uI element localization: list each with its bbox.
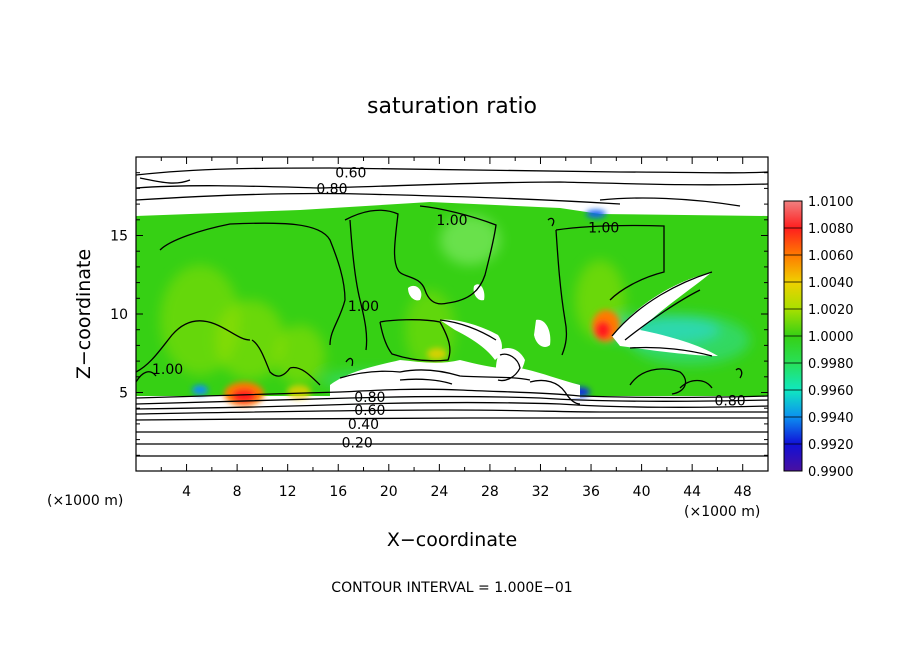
x-tick-label: 16: [329, 484, 347, 500]
contour-label: 1.00: [436, 213, 467, 229]
contour-label: 1.00: [152, 362, 183, 378]
plot-field: [136, 157, 768, 471]
x-axis-label: X−coordinate: [387, 529, 517, 551]
y-tick-label: 5: [119, 386, 128, 402]
contour-label: 0.80: [316, 181, 347, 197]
colorbar-label: 1.0060: [808, 249, 854, 264]
y-tick-label: 15: [110, 229, 128, 245]
y-unit-label: (×1000 m): [47, 493, 123, 509]
x-tick-label: 44: [683, 484, 701, 500]
colorbar: 1.0100 1.0080 1.0060 1.0040 1.0020 1.0000 0.99…: [783, 195, 854, 480]
x-tick-label: 28: [481, 484, 499, 500]
contour-label: 0.40: [348, 417, 379, 433]
contour-label: 0.60: [335, 166, 366, 182]
x-tick-label: 32: [532, 484, 550, 500]
x-tick-label: 48: [734, 484, 752, 500]
colorbar-label: 0.9980: [808, 357, 854, 372]
colorbar-label: 0.9900: [808, 465, 854, 480]
contour-label: 0.60: [354, 403, 385, 419]
x-tick-label: 8: [233, 484, 242, 500]
x-tick-label: 40: [633, 484, 651, 500]
contour-label: 0.20: [342, 436, 373, 452]
contour-interval-note: CONTOUR INTERVAL = 1.000E−01: [331, 580, 572, 596]
subsaturated-intrusions: [330, 272, 718, 398]
colorbar-label: 1.0100: [808, 195, 854, 210]
x-tick-label: 20: [380, 484, 398, 500]
x-tick-label: 12: [279, 484, 297, 500]
contour-label: 0.80: [354, 390, 385, 406]
x-tick-label: 24: [430, 484, 448, 500]
contour-label: 1.00: [348, 299, 379, 315]
colorbar-label: 1.0080: [808, 222, 854, 237]
x-tick-label: 36: [582, 484, 600, 500]
colorbar-label: 1.0020: [808, 303, 854, 318]
colorbar-label: 1.0040: [808, 276, 854, 291]
x-tick-label: 4: [182, 484, 191, 500]
colorbar-label: 0.9940: [808, 411, 854, 426]
chart-title: saturation ratio: [367, 94, 537, 119]
contour-label: 1.00: [588, 221, 619, 237]
colorbar-label: 0.9920: [808, 438, 854, 453]
contour-label: 0.80: [714, 393, 745, 409]
colorbar-label: 1.0000: [808, 330, 854, 345]
y-axis-label: Z−coordinate: [73, 249, 95, 379]
contour-labels: 0.600.801.00 1.001.001.000.800.600.400.20…: [152, 166, 746, 452]
y-axis: 5 10 15: [110, 172, 768, 456]
colorbar-label: 0.9960: [808, 384, 854, 399]
contour-lines: [136, 167, 768, 457]
x-axis: 4 8 12 16 20 24 28 32 36 40 44 48: [160, 157, 752, 500]
y-tick-label: 10: [110, 307, 128, 323]
x-unit-label: (×1000 m): [684, 504, 760, 520]
